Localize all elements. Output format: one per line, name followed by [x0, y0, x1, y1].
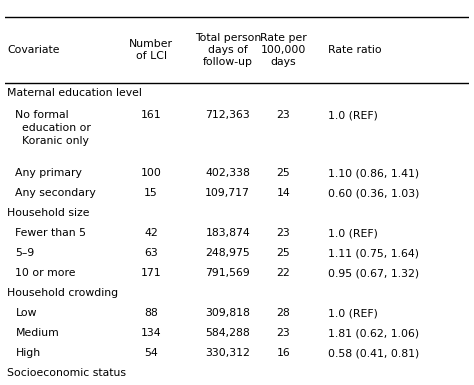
Text: 1.10 (0.86, 1.41): 1.10 (0.86, 1.41): [328, 168, 419, 178]
Text: 23: 23: [276, 328, 291, 338]
Text: Household crowding: Household crowding: [7, 288, 118, 298]
Text: 1.0 (REF): 1.0 (REF): [328, 228, 377, 238]
Text: Socioeconomic status: Socioeconomic status: [7, 368, 126, 378]
Text: 23: 23: [276, 228, 291, 238]
Text: 25: 25: [276, 168, 291, 178]
Text: Rate ratio: Rate ratio: [328, 45, 381, 55]
Text: 1.11 (0.75, 1.64): 1.11 (0.75, 1.64): [328, 248, 419, 258]
Text: 330,312: 330,312: [205, 348, 250, 358]
Text: 248,975: 248,975: [205, 248, 250, 258]
Text: Covariate: Covariate: [7, 45, 60, 55]
Text: 161: 161: [141, 110, 161, 120]
Text: 22: 22: [276, 268, 291, 278]
Text: 0.95 (0.67, 1.32): 0.95 (0.67, 1.32): [328, 268, 419, 278]
Text: Medium: Medium: [16, 328, 59, 338]
Text: 1.0 (REF): 1.0 (REF): [328, 110, 377, 120]
Text: Any primary: Any primary: [16, 168, 82, 178]
Text: 88: 88: [144, 308, 158, 318]
Text: Fewer than 5: Fewer than 5: [16, 228, 86, 238]
Text: No formal
  education or
  Koranic only: No formal education or Koranic only: [16, 110, 91, 146]
Text: 0.58 (0.41, 0.81): 0.58 (0.41, 0.81): [328, 348, 419, 358]
Text: 183,874: 183,874: [205, 228, 250, 238]
Text: 23: 23: [276, 110, 291, 120]
Text: 54: 54: [144, 348, 158, 358]
Text: 25: 25: [276, 248, 291, 258]
Text: 10 or more: 10 or more: [16, 268, 76, 278]
Text: 402,338: 402,338: [205, 168, 250, 178]
Text: 1.81 (0.62, 1.06): 1.81 (0.62, 1.06): [328, 328, 419, 338]
Text: 63: 63: [144, 248, 158, 258]
Text: 109,717: 109,717: [205, 188, 250, 198]
Text: 171: 171: [141, 268, 161, 278]
Text: 16: 16: [276, 348, 291, 358]
Text: 0.60 (0.36, 1.03): 0.60 (0.36, 1.03): [328, 188, 419, 198]
Text: 28: 28: [276, 308, 291, 318]
Text: High: High: [16, 348, 41, 358]
Text: 100: 100: [141, 168, 162, 178]
Text: Household size: Household size: [7, 208, 90, 218]
Text: Low: Low: [16, 308, 37, 318]
Text: 42: 42: [144, 228, 158, 238]
Text: Total person
days of
follow-up: Total person days of follow-up: [195, 33, 261, 67]
Text: 309,818: 309,818: [205, 308, 250, 318]
Text: 584,288: 584,288: [205, 328, 250, 338]
Text: 1.0 (REF): 1.0 (REF): [328, 308, 377, 318]
Text: Rate per
100,000
days: Rate per 100,000 days: [260, 33, 307, 67]
Text: 5–9: 5–9: [16, 248, 35, 258]
Text: 15: 15: [144, 188, 158, 198]
Text: 134: 134: [141, 328, 161, 338]
Text: 791,569: 791,569: [205, 268, 250, 278]
Text: 14: 14: [276, 188, 291, 198]
Text: Number
of LCI: Number of LCI: [129, 39, 173, 61]
Text: 712,363: 712,363: [205, 110, 250, 120]
Text: Maternal education level: Maternal education level: [7, 88, 142, 98]
Text: Any secondary: Any secondary: [16, 188, 96, 198]
